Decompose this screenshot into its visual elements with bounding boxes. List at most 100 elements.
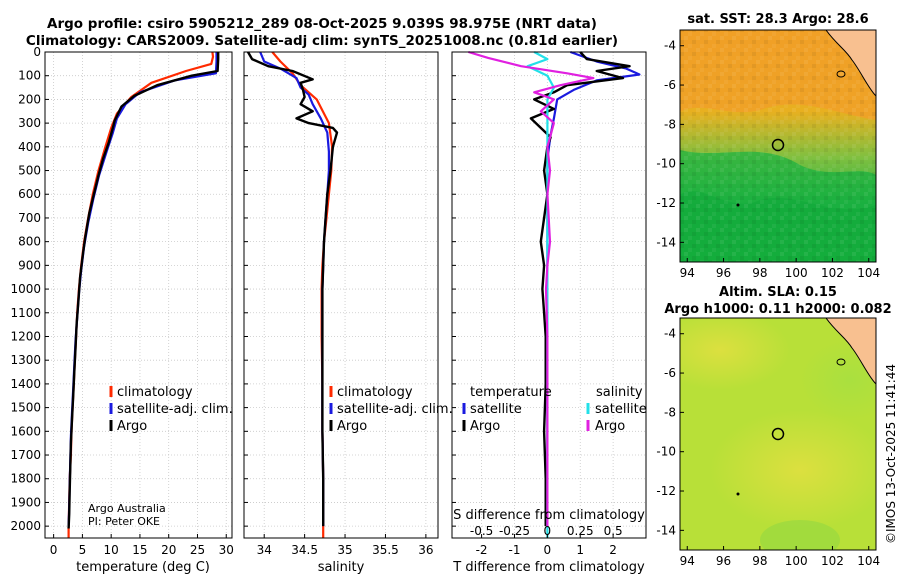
credit-line-1: Argo Australia	[88, 502, 166, 515]
map-y-tick-label: -8	[664, 405, 676, 419]
sst-island	[836, 70, 846, 78]
sla-map-axes: 94 96 98 100 102 104 -4 -6 -8 -10 -12 -14	[656, 317, 880, 568]
y-tick-label: 100	[18, 69, 41, 83]
plot-frame	[243, 51, 439, 539]
sla-map-title-2: Argo h1000: 0.11 h2000: 0.082	[664, 302, 891, 317]
legend-label-t-satellite: satellite	[470, 402, 522, 417]
sst-secondary-marker	[736, 203, 740, 207]
map-x-tick-label: 96	[716, 266, 731, 280]
series-line-s-satellite	[526, 51, 555, 538]
x-tick-label: 15	[132, 543, 147, 557]
legend-label-climatology-s: climatology	[337, 385, 413, 400]
credit-line-2: PI: Peter OKE	[88, 515, 160, 528]
x-tick-label: 25	[190, 543, 205, 557]
map-y-tick-label: -14	[656, 523, 676, 537]
title-line-2: Climatology: CARS2009. Satellite-adj cli…	[26, 33, 618, 49]
map-y-tick-label: -8	[664, 117, 676, 131]
x-tick-label: 20	[161, 543, 176, 557]
map-x-tick-label: 94	[680, 554, 695, 568]
sst-texture	[680, 30, 876, 262]
map-y-tick-label: -4	[664, 327, 676, 341]
map-x-tick-label: 98	[752, 266, 767, 280]
y-tick-label: 1300	[10, 353, 41, 367]
legend-heading-salinity: salinity	[596, 385, 643, 400]
difference-xlabel: T difference from climatology	[452, 560, 645, 575]
y-tick-label: 1900	[10, 495, 41, 509]
sla-low-region-2	[760, 520, 840, 550]
map-x-tick-label: 96	[716, 554, 731, 568]
map-x-tick-label: 100	[785, 554, 808, 568]
map-x-tick-label: 94	[680, 266, 695, 280]
sst-map-title: sat. SST: 28.3 Argo: 28.6	[687, 12, 868, 27]
x-tick-label: -1	[508, 543, 520, 557]
map-y-tick-label: -12	[656, 484, 676, 498]
difference-top-xlabel: S difference from climatology	[453, 508, 645, 523]
map-y-tick-label: -4	[664, 39, 676, 53]
s-tick-label: 0.5	[604, 524, 623, 538]
s-tick-label: 0	[544, 524, 552, 538]
sst-float-marker	[771, 138, 785, 152]
sla-map-title-1: Altim. SLA: 0.15	[719, 285, 837, 300]
sla-high-region-1	[680, 318, 790, 390]
y-tick-label: 400	[18, 140, 41, 154]
x-tick-label: 34.5	[291, 543, 318, 557]
map-y-tick-label: -12	[656, 196, 676, 210]
legend-label-s-argo: Argo	[595, 419, 625, 434]
difference-panel: -2 -1 0 1 2 -0.5 -0.25 0 0.25 0.5	[451, 50, 647, 557]
map-x-tick-label: 98	[752, 554, 767, 568]
y-tick-label: 800	[18, 235, 41, 249]
s-tick-label: -0.5	[470, 524, 493, 538]
temperature-panel: 0 5 10 15 20 25 300100200300400500600700800900…	[10, 45, 233, 557]
y-tick-label: 1700	[10, 448, 41, 462]
y-tick-label: 2000	[10, 519, 41, 533]
x-tick-label: 5	[79, 543, 87, 557]
y-tick-label: 1500	[10, 401, 41, 415]
x-tick-label: 1	[576, 543, 584, 557]
plot-frame	[451, 51, 647, 539]
legend-label-satellite-adj-s: satellite-adj. clim.	[337, 402, 453, 417]
x-tick-label: 36	[418, 543, 433, 557]
x-tick-label: 35	[337, 543, 352, 557]
sla-island	[836, 358, 846, 366]
sla-secondary-marker	[736, 492, 740, 496]
sst-map-axes: 94 96 98 100 102 104 -4 -6 -8 -10 -12 -14	[656, 29, 880, 280]
salinity-legend: climatology satellite-adj. clim. Argo	[329, 385, 453, 434]
legend-label-climatology: climatology	[117, 385, 193, 400]
sst-land	[825, 30, 876, 97]
y-tick-label: 500	[18, 164, 41, 178]
map-x-tick-label: 104	[857, 554, 880, 568]
temperature-legend: climatology satellite-adj. clim. Argo	[109, 385, 233, 434]
x-tick-label: 2	[609, 543, 617, 557]
s-tick-label: -0.25	[499, 524, 530, 538]
x-tick-label: 10	[104, 543, 119, 557]
y-tick-label: 600	[18, 187, 41, 201]
s-tick-label: 0.25	[567, 524, 594, 538]
map-y-tick-label: -10	[656, 445, 676, 459]
y-tick-label: 700	[18, 211, 41, 225]
y-tick-label: 1600	[10, 424, 41, 438]
series-line-argo	[246, 51, 339, 527]
sla-map-field	[680, 318, 876, 550]
x-tick-label: 0	[50, 543, 58, 557]
map-y-tick-label: -6	[664, 366, 676, 380]
legend-label-t-argo: Argo	[470, 419, 500, 434]
salinity-xlabel: salinity	[318, 560, 365, 575]
plot-frame	[44, 51, 233, 539]
map-x-tick-label: 102	[821, 266, 844, 280]
map-frame	[679, 29, 877, 263]
x-tick-label: -2	[476, 543, 488, 557]
map-y-tick-label: -10	[656, 157, 676, 171]
y-tick-label: 1200	[10, 329, 41, 343]
y-tick-label: 1400	[10, 377, 41, 391]
legend-label-s-satellite: satellite	[595, 402, 647, 417]
series-line-satellite-adj-clim-	[259, 51, 330, 527]
salinity-panel: 34 34.5 35 35.5 36	[243, 51, 439, 557]
sla-land	[825, 318, 876, 385]
y-tick-label: 300	[18, 116, 41, 130]
legend-heading-temperature: temperature	[470, 385, 552, 400]
difference-legend: temperature salinity satellite Argo sate…	[462, 385, 647, 434]
legend-label-argo-s: Argo	[337, 419, 367, 434]
x-tick-label: 0	[544, 543, 552, 557]
map-y-tick-label: -6	[664, 78, 676, 92]
